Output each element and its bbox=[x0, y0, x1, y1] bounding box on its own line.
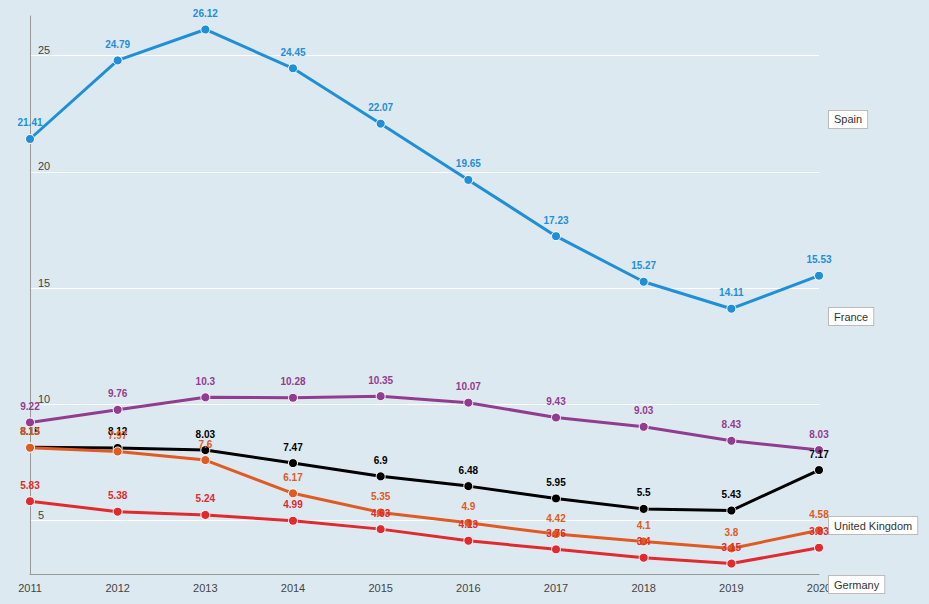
svg-text:2019: 2019 bbox=[719, 582, 743, 594]
svg-text:3.4: 3.4 bbox=[637, 536, 651, 547]
svg-text:6.17: 6.17 bbox=[283, 472, 303, 483]
svg-text:7.97: 7.97 bbox=[108, 430, 128, 441]
svg-text:15: 15 bbox=[38, 277, 50, 289]
svg-text:20: 20 bbox=[38, 160, 50, 172]
svg-text:5.24: 5.24 bbox=[196, 493, 216, 504]
svg-text:9.22: 9.22 bbox=[20, 401, 40, 412]
svg-text:2013: 2013 bbox=[193, 582, 217, 594]
svg-text:France: France bbox=[834, 311, 868, 323]
svg-text:2011: 2011 bbox=[18, 582, 42, 594]
svg-text:2014: 2014 bbox=[281, 582, 305, 594]
svg-text:4.9: 4.9 bbox=[461, 501, 475, 512]
svg-text:10.07: 10.07 bbox=[456, 381, 481, 392]
svg-text:26.12: 26.12 bbox=[193, 8, 218, 19]
svg-text:15.27: 15.27 bbox=[631, 260, 656, 271]
svg-text:2012: 2012 bbox=[105, 582, 129, 594]
svg-text:5.95: 5.95 bbox=[546, 477, 566, 488]
svg-text:5.43: 5.43 bbox=[722, 489, 742, 500]
svg-text:8.03: 8.03 bbox=[195, 428, 216, 440]
svg-text:5.38: 5.38 bbox=[108, 490, 128, 501]
svg-text:9.43: 9.43 bbox=[546, 396, 566, 407]
svg-text:3.8: 3.8 bbox=[724, 527, 738, 538]
svg-text:2016: 2016 bbox=[456, 582, 480, 594]
svg-text:17.23: 17.23 bbox=[543, 215, 568, 226]
svg-text:3.83: 3.83 bbox=[809, 526, 829, 537]
svg-text:24.45: 24.45 bbox=[280, 47, 305, 58]
svg-text:6.48: 6.48 bbox=[459, 465, 479, 476]
svg-text:7.6: 7.6 bbox=[198, 439, 212, 450]
svg-text:2015: 2015 bbox=[368, 582, 392, 594]
svg-text:8.15: 8.15 bbox=[20, 426, 40, 437]
svg-text:Germany: Germany bbox=[834, 579, 880, 591]
svg-text:6.9: 6.9 bbox=[374, 455, 388, 466]
svg-text:7.17: 7.17 bbox=[809, 449, 829, 460]
svg-text:4.1: 4.1 bbox=[637, 520, 651, 531]
svg-text:10: 10 bbox=[38, 393, 50, 405]
svg-text:7.47: 7.47 bbox=[283, 442, 303, 453]
svg-text:8.03: 8.03 bbox=[809, 429, 829, 440]
svg-text:4.13: 4.13 bbox=[459, 519, 479, 530]
svg-text:14.11: 14.11 bbox=[719, 287, 744, 298]
svg-text:9.03: 9.03 bbox=[634, 405, 654, 416]
svg-text:3.15: 3.15 bbox=[722, 542, 742, 553]
svg-text:10.3: 10.3 bbox=[196, 376, 216, 387]
svg-text:10.28: 10.28 bbox=[280, 376, 305, 387]
svg-text:10.35: 10.35 bbox=[368, 375, 393, 386]
svg-text:Spain: Spain bbox=[834, 113, 862, 125]
svg-text:8.13: 8.13 bbox=[20, 426, 40, 437]
svg-text:5.35: 5.35 bbox=[371, 491, 391, 502]
svg-text:5.83: 5.83 bbox=[20, 480, 40, 491]
svg-text:4.99: 4.99 bbox=[283, 499, 303, 510]
svg-text:4.58: 4.58 bbox=[809, 509, 829, 520]
svg-text:3.76: 3.76 bbox=[546, 528, 566, 539]
svg-text:2020: 2020 bbox=[807, 582, 831, 594]
svg-text:25: 25 bbox=[38, 44, 50, 56]
svg-text:4.63: 4.63 bbox=[371, 508, 391, 519]
svg-text:19.65: 19.65 bbox=[456, 158, 481, 169]
svg-text:22.07: 22.07 bbox=[368, 102, 393, 113]
svg-text:4.42: 4.42 bbox=[546, 513, 566, 524]
svg-text:5.5: 5.5 bbox=[637, 487, 651, 498]
svg-text:2018: 2018 bbox=[631, 582, 655, 594]
svg-text:8.43: 8.43 bbox=[722, 419, 742, 430]
svg-text:2017: 2017 bbox=[544, 582, 568, 594]
svg-text:15.53: 15.53 bbox=[806, 254, 831, 265]
svg-text:5: 5 bbox=[38, 509, 44, 521]
svg-text:United Kingdom: United Kingdom bbox=[834, 520, 912, 532]
svg-text:9.76: 9.76 bbox=[108, 388, 128, 399]
svg-text:21.41: 21.41 bbox=[17, 117, 42, 128]
svg-text:24.79: 24.79 bbox=[105, 39, 130, 50]
